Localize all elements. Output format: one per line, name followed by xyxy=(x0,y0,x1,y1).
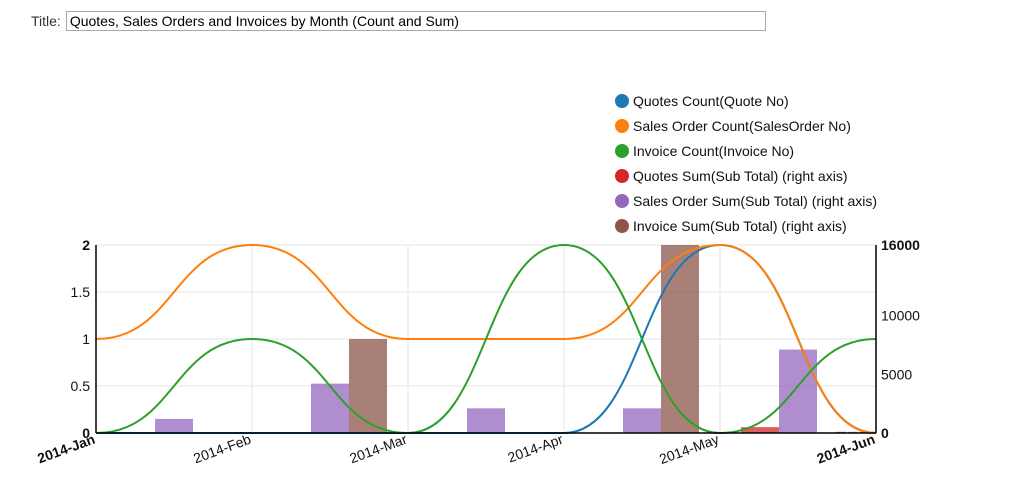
legend-label: Sales Order Count(SalesOrder No) xyxy=(633,118,851,134)
x-tick-label: 2014-Feb xyxy=(191,431,253,467)
legend-swatch xyxy=(615,94,629,108)
bar xyxy=(467,408,505,433)
legend-swatch xyxy=(615,169,629,183)
y-left-tick-label: 0.5 xyxy=(71,378,91,394)
x-tick-label: 2014-Mar xyxy=(347,431,409,467)
series-line xyxy=(95,243,877,435)
x-tick-label: 2014-Jan xyxy=(35,431,97,467)
bar xyxy=(311,383,349,433)
y-right-tick-label: 5000 xyxy=(881,366,912,382)
y-left-tick-label: 2 xyxy=(82,237,90,253)
legend-label: Invoice Sum(Sub Total) (right axis) xyxy=(633,218,847,234)
series-line xyxy=(95,243,877,434)
bar-series-group xyxy=(155,245,870,433)
y-left-tick-label: 1 xyxy=(82,331,90,347)
bar xyxy=(741,427,779,433)
title-label: Title: xyxy=(31,13,61,29)
legend-swatch xyxy=(615,119,629,133)
legend-swatch xyxy=(615,194,629,208)
x-tick-label: 2014-Apr xyxy=(505,431,565,466)
y-left-tick-label: 1.5 xyxy=(71,284,91,300)
legend-swatch xyxy=(615,144,629,158)
bar xyxy=(661,245,699,433)
legend-swatch xyxy=(615,219,629,233)
legend-label: Sales Order Sum(Sub Total) (right axis) xyxy=(633,193,877,209)
legend-label: Quotes Count(Quote No) xyxy=(633,93,789,109)
chart-legend: Quotes Count(Quote No) Sales Order Count(… xyxy=(615,93,877,234)
bar xyxy=(349,339,387,433)
y-right-tick-label: 10000 xyxy=(881,308,920,324)
x-tick-label: 2014-Jun xyxy=(815,431,878,467)
title-row: Title: xyxy=(31,10,766,32)
x-tick-label: 2014-May xyxy=(657,431,721,467)
legend-label: Quotes Sum(Sub Total) (right axis) xyxy=(633,168,848,184)
legend-label: Invoice Count(Invoice No) xyxy=(633,143,794,159)
bar xyxy=(623,408,661,433)
title-input[interactable] xyxy=(65,11,766,31)
y-left-tick-label: 0 xyxy=(82,425,90,441)
y-right-tick-label: 0 xyxy=(881,425,889,441)
bar xyxy=(155,418,193,433)
y-right-tick-label: 16000 xyxy=(881,237,920,253)
bar xyxy=(779,349,817,433)
